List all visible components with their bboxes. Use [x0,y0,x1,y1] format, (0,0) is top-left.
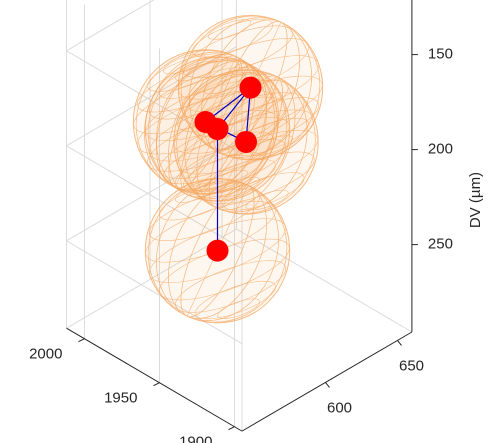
sphere-parallel [159,182,240,221]
point [206,239,229,262]
sphere-parallel [177,79,289,133]
sphere-parallel [174,60,218,82]
sphere-parallel [245,189,289,211]
y-tick [397,340,402,346]
x-tick [78,338,85,343]
x-tick [153,382,160,387]
y-tick-label: 600 [327,399,352,416]
sphere-parallel [195,280,276,320]
grid-line [66,141,237,242]
sphere-meridian [147,178,288,323]
sphere-parallel [217,298,261,319]
x-tick-label: 1950 [104,390,137,407]
grid-line [66,145,243,250]
sphere-meridian [147,57,288,201]
grid-line [66,0,155,52]
sphere-parallel [192,19,273,58]
y-axis [241,331,413,432]
sphere-parallel [162,53,206,75]
point [206,118,229,141]
z-axis-label: DV (µm) [467,172,484,228]
marks [194,76,262,262]
z-tick-label: 150 [428,46,453,63]
x-tick [228,426,235,431]
x-tick-label: 2000 [29,346,62,363]
sphere-parallel [148,96,287,162]
sphere-parallel [207,19,251,40]
sphere-parallel [148,218,287,283]
sphere-parallel [148,66,260,120]
y-tick-label: 650 [399,357,424,374]
axes: 150 200 250 1900 1950 2000 600 650 [29,0,453,443]
sphere-parallel [203,73,247,95]
spheres [132,14,324,324]
z-tick-label: 200 [428,141,453,158]
sphere-parallel [187,73,269,112]
sphere-parallel [147,53,228,92]
x-tick-label: 1900 [179,434,212,443]
x-axis [66,327,243,432]
sphere-parallel [205,169,249,191]
sphere-parallel [148,188,260,241]
sphere-meridian [176,70,316,214]
z-tick-label: 250 [428,236,453,253]
grid-line [66,240,243,345]
sphere-parallel [177,109,315,175]
point [239,76,262,99]
box-edge [236,228,413,333]
point [235,130,257,153]
y-tick [325,382,330,388]
